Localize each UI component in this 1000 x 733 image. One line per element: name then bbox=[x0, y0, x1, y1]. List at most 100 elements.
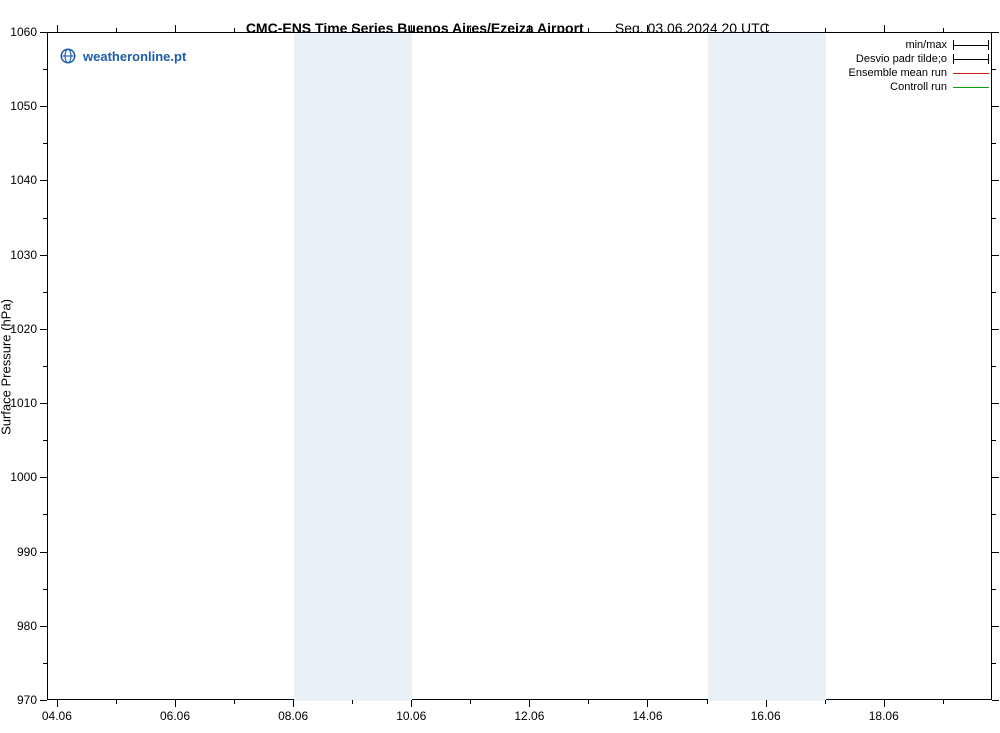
legend-label: Ensemble mean run bbox=[849, 67, 947, 79]
y-minor-tick bbox=[43, 218, 47, 219]
weekend-band bbox=[708, 33, 826, 701]
y-tick-label: 980 bbox=[17, 619, 37, 633]
x-tick bbox=[57, 700, 58, 707]
legend-swatch bbox=[953, 54, 989, 64]
pressure-chart: CMC-ENS Time Series Buenos Aires/Ezeiza … bbox=[0, 0, 1000, 733]
y-tick bbox=[40, 626, 47, 627]
x-tick-label: 06.06 bbox=[160, 709, 190, 723]
y-minor-tick bbox=[992, 143, 996, 144]
y-minor-tick bbox=[43, 440, 47, 441]
x-tick bbox=[529, 700, 530, 707]
y-minor-tick bbox=[992, 663, 996, 664]
watermark-text: weatheronline.pt bbox=[83, 49, 186, 64]
y-minor-tick bbox=[43, 366, 47, 367]
y-tick bbox=[40, 477, 47, 478]
y-minor-tick bbox=[43, 663, 47, 664]
y-tick bbox=[40, 552, 47, 553]
y-minor-tick bbox=[992, 292, 996, 293]
y-tick bbox=[992, 180, 999, 181]
y-tick bbox=[40, 106, 47, 107]
y-tick bbox=[992, 255, 999, 256]
y-tick bbox=[992, 329, 999, 330]
y-tick bbox=[992, 700, 999, 701]
legend-swatch bbox=[953, 40, 989, 50]
x-tick bbox=[884, 700, 885, 707]
x-minor-tick bbox=[470, 700, 471, 704]
legend-item: min/max bbox=[849, 38, 989, 52]
weekend-band bbox=[294, 33, 412, 701]
x-tick-label: 10.06 bbox=[396, 709, 426, 723]
legend-item: Desvio padr tilde;o bbox=[849, 52, 989, 66]
x-minor-tick bbox=[825, 700, 826, 704]
y-minor-tick bbox=[43, 514, 47, 515]
y-minor-tick bbox=[43, 143, 47, 144]
y-minor-tick bbox=[992, 514, 996, 515]
x-minor-tick bbox=[825, 28, 826, 32]
y-minor-tick bbox=[43, 589, 47, 590]
x-minor-tick bbox=[116, 28, 117, 32]
x-tick-label: 12.06 bbox=[514, 709, 544, 723]
globe-icon bbox=[59, 47, 77, 65]
y-tick bbox=[992, 106, 999, 107]
x-tick bbox=[766, 25, 767, 32]
x-tick bbox=[57, 25, 58, 32]
x-minor-tick bbox=[588, 28, 589, 32]
y-minor-tick bbox=[992, 366, 996, 367]
x-minor-tick bbox=[588, 700, 589, 704]
legend-swatch bbox=[953, 68, 989, 78]
x-tick-label: 14.06 bbox=[632, 709, 662, 723]
y-axis-label: Surface Pressure (hPa) bbox=[0, 299, 14, 435]
y-minor-tick bbox=[992, 589, 996, 590]
y-tick-label: 1030 bbox=[10, 248, 37, 262]
y-tick-label: 1060 bbox=[10, 25, 37, 39]
y-minor-tick bbox=[992, 69, 996, 70]
y-tick bbox=[992, 552, 999, 553]
x-minor-tick bbox=[943, 28, 944, 32]
legend-label: Desvio padr tilde;o bbox=[856, 53, 947, 65]
y-minor-tick bbox=[992, 440, 996, 441]
x-tick-label: 16.06 bbox=[751, 709, 781, 723]
y-tick-label: 990 bbox=[17, 545, 37, 559]
x-tick bbox=[766, 700, 767, 707]
x-minor-tick bbox=[352, 28, 353, 32]
legend-label: min/max bbox=[905, 39, 947, 51]
y-minor-tick bbox=[43, 69, 47, 70]
y-minor-tick bbox=[992, 218, 996, 219]
x-tick bbox=[293, 700, 294, 707]
legend-item: Controll run bbox=[849, 80, 989, 94]
x-tick-label: 08.06 bbox=[278, 709, 308, 723]
x-minor-tick bbox=[470, 28, 471, 32]
x-tick bbox=[175, 25, 176, 32]
y-tick bbox=[40, 32, 47, 33]
x-tick bbox=[175, 700, 176, 707]
y-tick-label: 1050 bbox=[10, 99, 37, 113]
y-tick-label: 1010 bbox=[10, 396, 37, 410]
x-minor-tick bbox=[707, 700, 708, 704]
x-tick bbox=[411, 25, 412, 32]
y-tick bbox=[40, 255, 47, 256]
x-minor-tick bbox=[943, 700, 944, 704]
y-tick-label: 1040 bbox=[10, 173, 37, 187]
y-tick bbox=[40, 329, 47, 330]
x-tick bbox=[884, 25, 885, 32]
x-tick bbox=[647, 700, 648, 707]
x-minor-tick bbox=[707, 28, 708, 32]
y-tick bbox=[992, 403, 999, 404]
legend-label: Controll run bbox=[890, 81, 947, 93]
y-tick-label: 1000 bbox=[10, 470, 37, 484]
x-tick-label: 18.06 bbox=[869, 709, 899, 723]
x-minor-tick bbox=[234, 700, 235, 704]
y-tick bbox=[40, 403, 47, 404]
x-minor-tick bbox=[234, 28, 235, 32]
x-minor-tick bbox=[116, 700, 117, 704]
x-tick bbox=[293, 25, 294, 32]
y-minor-tick bbox=[43, 292, 47, 293]
x-tick-label: 04.06 bbox=[42, 709, 72, 723]
plot-area: weatheronline.pt min/max Desvio padr tild… bbox=[47, 32, 992, 700]
y-tick bbox=[992, 477, 999, 478]
x-minor-tick bbox=[352, 700, 353, 704]
x-tick bbox=[529, 25, 530, 32]
watermark: weatheronline.pt bbox=[59, 47, 186, 65]
x-tick bbox=[411, 700, 412, 707]
y-tick bbox=[40, 180, 47, 181]
